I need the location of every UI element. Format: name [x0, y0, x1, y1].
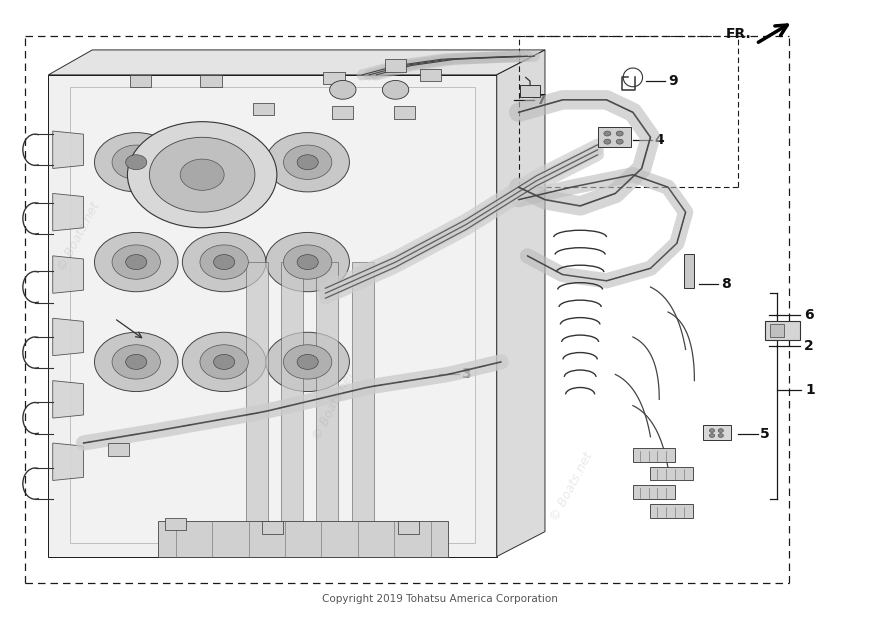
Circle shape [603, 131, 610, 136]
Bar [165, 518, 186, 530]
Ellipse shape [183, 233, 265, 292]
Bar [323, 72, 344, 84]
Ellipse shape [265, 133, 349, 192]
Bar [650, 504, 692, 518]
Circle shape [180, 159, 224, 190]
Circle shape [615, 131, 623, 136]
Text: 6: 6 [803, 308, 813, 322]
Text: © Boats.net: © Boats.net [547, 450, 594, 524]
Text: © Boats.net: © Boats.net [310, 369, 357, 442]
Polygon shape [53, 443, 83, 480]
Bar [650, 467, 692, 480]
Text: 7: 7 [536, 93, 545, 107]
Circle shape [709, 429, 714, 432]
Ellipse shape [183, 332, 265, 392]
Text: 8: 8 [720, 277, 730, 291]
Polygon shape [496, 50, 544, 557]
Circle shape [126, 255, 147, 270]
Bar [769, 324, 783, 337]
Polygon shape [351, 262, 373, 537]
Polygon shape [70, 87, 474, 543]
Text: 4: 4 [654, 134, 664, 147]
Ellipse shape [112, 145, 160, 180]
Bar [385, 59, 406, 72]
Polygon shape [246, 262, 268, 537]
Ellipse shape [112, 245, 160, 280]
Circle shape [709, 434, 714, 437]
Circle shape [127, 122, 277, 228]
Bar [420, 69, 441, 81]
Polygon shape [48, 75, 496, 557]
Bar [764, 321, 799, 340]
Circle shape [717, 434, 723, 437]
Circle shape [213, 155, 234, 170]
Bar [632, 448, 674, 462]
Bar [262, 521, 283, 534]
Ellipse shape [94, 332, 177, 392]
Bar [108, 443, 129, 456]
Ellipse shape [200, 344, 248, 379]
Ellipse shape [265, 332, 349, 392]
Bar [702, 425, 730, 440]
Ellipse shape [200, 245, 248, 280]
Circle shape [615, 139, 623, 144]
Polygon shape [281, 262, 303, 537]
Polygon shape [48, 50, 544, 75]
Polygon shape [53, 131, 83, 168]
Ellipse shape [283, 245, 332, 280]
Bar [200, 75, 221, 87]
Text: FR.: FR. [725, 27, 751, 41]
Ellipse shape [94, 233, 177, 292]
Circle shape [213, 255, 234, 270]
Polygon shape [53, 381, 83, 418]
Polygon shape [53, 318, 83, 356]
Bar [253, 103, 274, 115]
Ellipse shape [283, 344, 332, 379]
Bar [130, 75, 151, 87]
Circle shape [126, 354, 147, 369]
Text: 3: 3 [461, 368, 471, 381]
Circle shape [717, 429, 723, 432]
Bar [683, 254, 694, 288]
Text: 9: 9 [667, 74, 677, 88]
Bar [393, 106, 414, 119]
Ellipse shape [265, 233, 349, 292]
Bar [520, 85, 539, 97]
Text: Copyright 2019 Tohatsu America Corporation: Copyright 2019 Tohatsu America Corporati… [321, 594, 557, 604]
Circle shape [603, 139, 610, 144]
Ellipse shape [283, 145, 332, 180]
Circle shape [297, 155, 318, 170]
Bar [332, 106, 353, 119]
Bar [632, 485, 674, 499]
Circle shape [297, 255, 318, 270]
Circle shape [382, 80, 408, 99]
Text: 1: 1 [804, 383, 814, 397]
Circle shape [213, 354, 234, 369]
Text: 5: 5 [759, 427, 769, 441]
Ellipse shape [183, 133, 265, 192]
Circle shape [297, 354, 318, 369]
Polygon shape [53, 256, 83, 293]
Polygon shape [158, 521, 448, 557]
Ellipse shape [112, 344, 160, 379]
Ellipse shape [94, 133, 177, 192]
Text: © Boats.net: © Boats.net [55, 200, 103, 274]
Text: 2: 2 [803, 339, 813, 353]
Polygon shape [316, 262, 338, 537]
Bar [398, 521, 419, 534]
Circle shape [126, 155, 147, 170]
Polygon shape [53, 193, 83, 231]
Bar [597, 127, 630, 147]
Circle shape [329, 80, 356, 99]
Ellipse shape [200, 145, 248, 180]
Circle shape [149, 137, 255, 212]
